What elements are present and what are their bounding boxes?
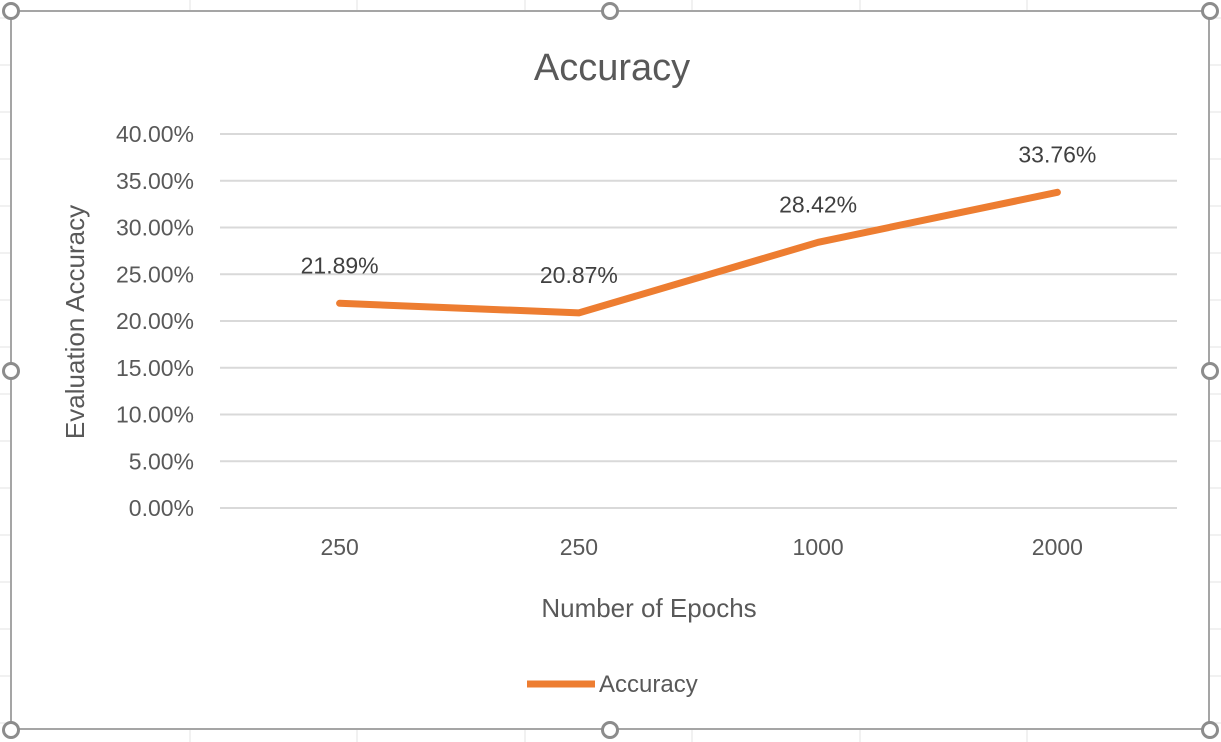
resize-handle-top-right[interactable] xyxy=(1201,2,1219,20)
y-tick-label: 35.00% xyxy=(116,168,194,194)
resize-handle-middle-right[interactable] xyxy=(1201,362,1219,380)
y-tick-label: 40.00% xyxy=(116,121,194,147)
legend-label-accuracy: Accuracy xyxy=(599,671,698,698)
data-label: 21.89% xyxy=(301,252,379,278)
resize-handle-middle-left[interactable] xyxy=(2,362,20,380)
gridlines xyxy=(220,133,1177,509)
y-tick-label: 15.00% xyxy=(116,355,194,381)
y-tick-label: 25.00% xyxy=(116,261,194,287)
x-axis-ticks: 250 250 1000 2000 xyxy=(320,534,1083,560)
chart-area[interactable]: Accuracy 0.00% 5.00% 10.00% 15.00% 20.00% 25.… xyxy=(10,10,1210,730)
y-axis-title[interactable]: Evaluation Accuracy xyxy=(60,205,90,439)
y-axis-ticks: 0.00% 5.00% 10.00% 15.00% 20.00% 25.00% 30.00%… xyxy=(116,121,194,521)
y-tick-label: 20.00% xyxy=(116,308,194,334)
x-tick-label: 1000 xyxy=(793,534,844,560)
data-labels: 21.89% 20.87% 28.42% 33.76% xyxy=(301,141,1097,288)
resize-handle-top-center[interactable] xyxy=(601,2,619,20)
x-tick-label: 250 xyxy=(320,534,358,560)
plot-area[interactable] xyxy=(336,188,1061,317)
y-tick-label: 10.00% xyxy=(116,402,194,428)
y-tick-label: 5.00% xyxy=(129,448,194,474)
resize-handle-bottom-center[interactable] xyxy=(601,721,619,739)
x-tick-label: 250 xyxy=(560,534,598,560)
chart-title[interactable]: Accuracy xyxy=(534,47,690,89)
data-label: 33.76% xyxy=(1018,141,1096,167)
data-label: 20.87% xyxy=(540,262,618,288)
resize-handle-bottom-right[interactable] xyxy=(1201,721,1219,739)
y-tick-label: 0.00% xyxy=(129,495,194,521)
chart-svg: Accuracy 0.00% 5.00% 10.00% 15.00% 20.00% 25.… xyxy=(60,47,1177,698)
resize-handle-bottom-left[interactable] xyxy=(2,721,20,739)
x-tick-label: 2000 xyxy=(1032,534,1083,560)
y-tick-label: 30.00% xyxy=(116,215,194,241)
series-line-accuracy xyxy=(336,188,1061,317)
legend[interactable]: Accuracy xyxy=(527,671,698,698)
data-label: 28.42% xyxy=(779,191,857,217)
resize-handle-top-left[interactable] xyxy=(2,2,20,20)
x-axis-title[interactable]: Number of Epochs xyxy=(541,593,756,623)
